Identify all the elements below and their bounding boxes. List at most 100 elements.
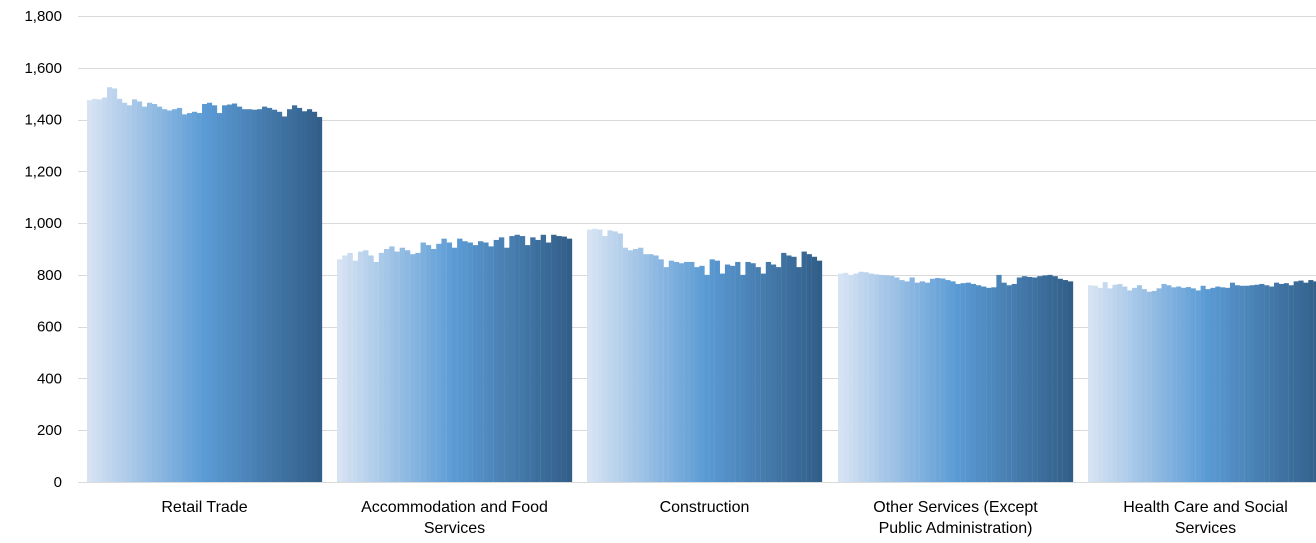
bar: [714, 260, 720, 482]
bar: [357, 251, 364, 482]
bar: [1052, 276, 1058, 482]
x-category-label: Construction: [660, 499, 750, 516]
bar: [207, 102, 213, 482]
bar: [668, 260, 674, 482]
bar: [352, 260, 359, 482]
bar: [177, 107, 183, 482]
bar: [1234, 285, 1240, 482]
bar: [1097, 287, 1103, 482]
x-category-label: Public Administration): [879, 520, 1033, 537]
bar: [730, 265, 736, 482]
bar: [592, 228, 598, 482]
bar: [1102, 282, 1108, 482]
bar: [1127, 290, 1133, 482]
bar: [566, 238, 573, 482]
y-axis-tick-labels: 0 200 400 600 800 1,000 1,200 1,400 1,600 1,800: [24, 8, 62, 491]
y-tick-label: 800: [37, 267, 62, 284]
bar: [909, 277, 915, 482]
bar: [627, 250, 634, 482]
category-group: [87, 87, 323, 483]
bar: [498, 237, 505, 482]
bar: [648, 254, 654, 482]
bar: [791, 256, 797, 482]
bar: [1037, 276, 1043, 482]
bar: [894, 277, 900, 482]
bar: [776, 267, 782, 482]
bar: [1229, 282, 1236, 482]
bar: [1107, 288, 1113, 482]
bar: [317, 116, 323, 482]
x-category-label: Accommodation and Food: [361, 499, 548, 516]
bar: [197, 113, 203, 482]
bar: [410, 254, 416, 482]
bar: [684, 261, 690, 482]
x-category-label: Services: [424, 520, 485, 537]
bar: [347, 252, 353, 482]
bar: [420, 242, 426, 482]
bar: [252, 109, 258, 482]
bar: [519, 236, 526, 482]
bar: [929, 278, 936, 482]
bar: [1092, 285, 1098, 482]
bar: [87, 100, 93, 482]
bar: [478, 241, 484, 482]
bar: [781, 252, 787, 482]
bar: [242, 109, 248, 482]
bar: [889, 275, 895, 482]
bar: [162, 109, 168, 482]
bar: [551, 234, 557, 482]
bar: [1239, 285, 1245, 482]
bar: [227, 104, 233, 482]
bar: [415, 252, 421, 482]
bar: [157, 106, 163, 483]
bar: [493, 239, 500, 482]
bar: [1016, 277, 1023, 482]
y-tick-label: 1,800: [24, 8, 62, 25]
bar: [986, 287, 992, 482]
bar: [612, 231, 618, 482]
bar: [838, 273, 844, 482]
bar: [307, 109, 313, 482]
bar: [137, 101, 143, 483]
bar: [704, 274, 710, 482]
bar: [1161, 283, 1167, 482]
bar: [267, 107, 273, 482]
bar: [1303, 282, 1309, 482]
bar: [719, 273, 726, 482]
x-category-label: Services: [1175, 520, 1236, 537]
bar: [919, 281, 925, 482]
y-tick-label: 200: [37, 422, 62, 439]
bar: [399, 247, 406, 482]
bar: [363, 250, 369, 482]
bar: [673, 261, 680, 482]
bar: [1171, 287, 1177, 482]
bar: [760, 273, 766, 482]
bar: [740, 274, 746, 482]
bar: [1269, 286, 1275, 482]
bar: [187, 113, 193, 482]
bar: [212, 105, 218, 482]
bar: [981, 286, 987, 482]
bar: [530, 237, 536, 482]
bar: [297, 107, 303, 482]
bar: [514, 234, 520, 482]
bar: [1132, 287, 1138, 482]
bar: [142, 106, 148, 483]
bar: [868, 273, 874, 482]
bar: [237, 106, 243, 483]
bar: [935, 278, 941, 482]
bar: [996, 274, 1002, 482]
bar: [1011, 283, 1017, 482]
bar: [883, 275, 890, 482]
bar: [1117, 283, 1123, 482]
y-tick-label: 1,200: [24, 163, 62, 180]
bar: [1200, 285, 1206, 482]
bar: [1136, 285, 1143, 482]
bar: [457, 238, 463, 482]
bar: [811, 256, 818, 482]
y-tick-label: 400: [37, 370, 62, 387]
y-tick-label: 1,400: [24, 112, 62, 129]
bar: [107, 87, 113, 482]
